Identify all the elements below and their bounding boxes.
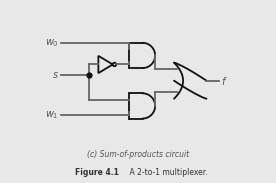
Text: $s$: $s$ [52, 70, 59, 80]
Text: $w_0$: $w_0$ [45, 37, 59, 49]
Text: $w_1$: $w_1$ [45, 109, 59, 121]
Text: (c) Sum-of-products circuit: (c) Sum-of-products circuit [87, 150, 189, 159]
Text: A 2-to-1 multiplexer.: A 2-to-1 multiplexer. [120, 168, 208, 177]
Text: $f$: $f$ [221, 75, 227, 87]
Text: Figure 4.1: Figure 4.1 [75, 168, 119, 177]
